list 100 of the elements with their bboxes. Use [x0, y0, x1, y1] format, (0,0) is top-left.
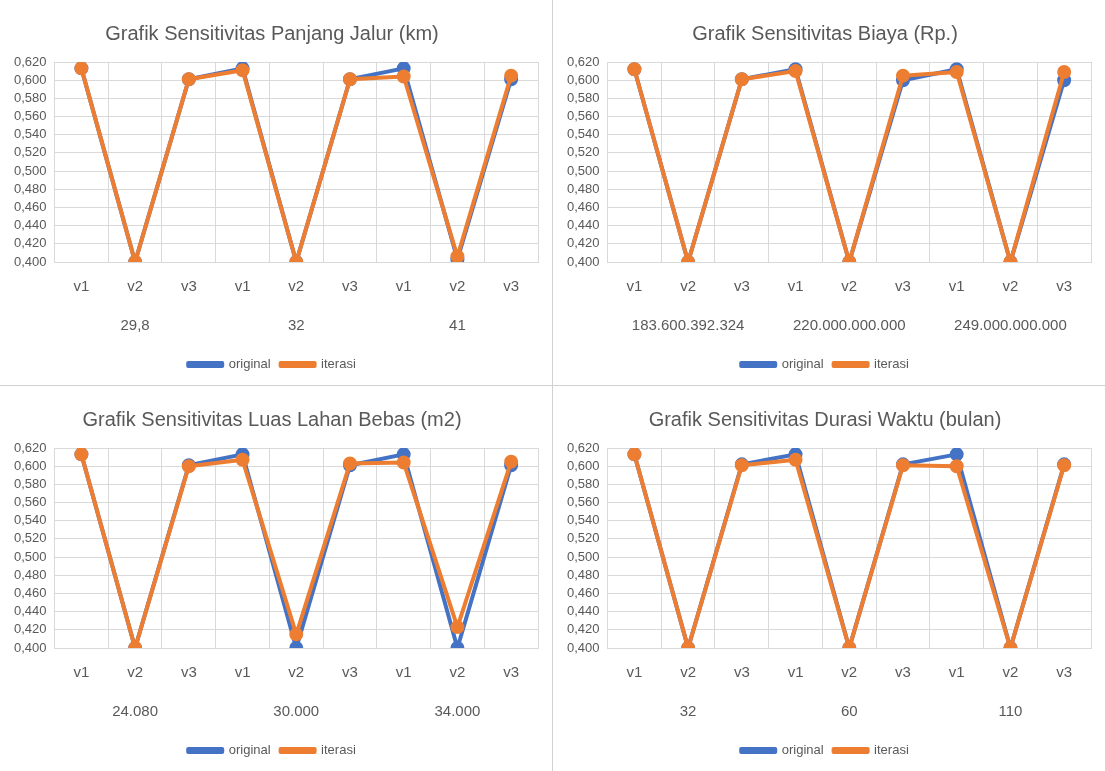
y-tick-label: 0,400 — [566, 639, 600, 655]
y-tick-label: 0,440 — [13, 603, 47, 619]
x-tick-label: v3 — [1056, 663, 1073, 681]
legend-label: iterasi — [321, 742, 356, 758]
legend-label: original — [781, 356, 824, 372]
legend-label: original — [228, 356, 271, 372]
x-tick-label: v2 — [1002, 663, 1019, 681]
legend-label: original — [781, 742, 824, 758]
x-tick-label: v3 — [503, 663, 520, 681]
x-tick-label: v2 — [127, 277, 144, 295]
text: 60 — [840, 702, 858, 720]
y-tick-label: 0,440 — [566, 217, 600, 233]
y-tick-label: 0,620 — [13, 439, 47, 455]
x-tick-label: v3 — [733, 277, 750, 295]
x-tick-label: v3 — [733, 663, 750, 681]
x-tick-label: v2 — [1002, 277, 1019, 295]
x-tick-label: v2 — [841, 663, 858, 681]
y-tick-label: 0,580 — [13, 89, 47, 105]
x-tick-label: v1 — [234, 663, 251, 681]
text: 110 — [998, 702, 1023, 720]
y-tick-label: 0,460 — [566, 585, 600, 601]
chart-title: Grafik Sensitivitas Biaya (Rp.) — [692, 21, 958, 44]
y-tick-label: 0,420 — [13, 235, 47, 251]
y-tick-label: 0,560 — [566, 494, 600, 510]
x-tick-label: v2 — [449, 277, 466, 295]
x-tick-label: v3 — [503, 277, 520, 295]
y-tick-label: 0,620 — [566, 53, 600, 69]
y-tick-label: 0,440 — [13, 217, 47, 233]
y-tick-label: 0,480 — [13, 566, 47, 582]
x-tick-label: v2 — [288, 277, 305, 295]
text: 41 — [449, 316, 466, 334]
x-tick-label: v2 — [680, 663, 697, 681]
x-tick-label: v3 — [180, 663, 197, 681]
y-tick-label: 0,460 — [566, 199, 600, 215]
text: 29,8 — [120, 316, 150, 334]
legend-label: iterasi — [874, 742, 909, 758]
x-tick-label: v1 — [234, 277, 251, 295]
x-tick-label: v2 — [288, 663, 305, 681]
y-tick-label: 0,420 — [566, 235, 600, 251]
x-tick-label: v2 — [449, 663, 466, 681]
y-tick-label: 0,560 — [13, 108, 47, 124]
y-tick-label: 0,560 — [566, 108, 600, 124]
y-tick-label: 0,460 — [13, 585, 47, 601]
x-tick-label: v1 — [626, 277, 643, 295]
chart-title: Grafik Sensitivitas Luas Lahan Bebas (m2) — [82, 407, 462, 430]
y-tick-label: 0,580 — [566, 89, 600, 105]
text: 24.080 — [112, 702, 159, 720]
text: 220.000.000.000 — [792, 316, 906, 334]
x-tick-label: v1 — [787, 663, 804, 681]
y-tick-label: 0,400 — [13, 253, 47, 269]
x-tick-label: v3 — [342, 277, 358, 295]
text: 32 — [287, 316, 305, 334]
y-tick-label: 0,620 — [566, 439, 600, 455]
y-tick-label: 0,500 — [566, 548, 600, 564]
legend-label: iterasi — [874, 356, 909, 372]
x-tick-label: v3 — [180, 277, 197, 295]
y-tick-label: 0,600 — [566, 71, 600, 87]
y-tick-label: 0,520 — [13, 144, 47, 160]
legend-label: original — [228, 742, 271, 758]
y-tick-label: 0,500 — [13, 548, 47, 564]
y-tick-label: 0,480 — [566, 180, 600, 196]
y-tick-label: 0,600 — [13, 71, 47, 87]
y-tick-label: 0,420 — [566, 621, 600, 637]
y-tick-label: 0,400 — [13, 639, 47, 655]
y-tick-label: 0,540 — [13, 512, 47, 528]
x-tick-label: v3 — [895, 277, 911, 295]
y-tick-label: 0,460 — [13, 199, 47, 215]
y-tick-label: 0,500 — [13, 162, 47, 178]
x-tick-label: v2 — [841, 277, 858, 295]
y-tick-label: 0,420 — [13, 621, 47, 637]
x-tick-label: v1 — [787, 277, 804, 295]
y-tick-label: 0,480 — [13, 180, 47, 196]
chart-title: Grafik Sensitivitas Durasi Waktu (bulan) — [648, 407, 1002, 430]
x-tick-label: v3 — [895, 663, 911, 681]
legend-label: iterasi — [321, 356, 356, 372]
y-tick-label: 0,500 — [566, 162, 600, 178]
y-tick-label: 0,560 — [13, 494, 47, 510]
y-tick-label: 0,520 — [566, 530, 600, 546]
y-tick-label: 0,600 — [13, 457, 47, 473]
text: 34.000 — [434, 702, 481, 720]
y-tick-label: 0,620 — [13, 53, 47, 69]
x-tick-label: v1 — [73, 277, 90, 295]
y-tick-label: 0,400 — [566, 253, 600, 269]
y-tick-label: 0,540 — [13, 126, 47, 142]
y-tick-label: 0,600 — [566, 457, 600, 473]
x-tick-label: v3 — [342, 663, 358, 681]
y-tick-label: 0,580 — [13, 475, 47, 491]
y-tick-label: 0,440 — [566, 603, 600, 619]
text: 32 — [679, 702, 697, 720]
chart-title: Grafik Sensitivitas Panjang Jalur (km) — [105, 21, 439, 44]
x-tick-label: v1 — [626, 663, 643, 681]
x-tick-label: v1 — [395, 663, 412, 681]
text: 249.000.000.000 — [954, 316, 1067, 334]
x-tick-label: v1 — [948, 277, 965, 295]
y-tick-label: 0,540 — [566, 126, 600, 142]
y-tick-label: 0,520 — [566, 144, 600, 160]
y-tick-label: 0,580 — [566, 475, 600, 491]
x-tick-label: v1 — [73, 663, 90, 681]
y-tick-label: 0,480 — [566, 566, 600, 582]
x-tick-label: v2 — [127, 663, 144, 681]
